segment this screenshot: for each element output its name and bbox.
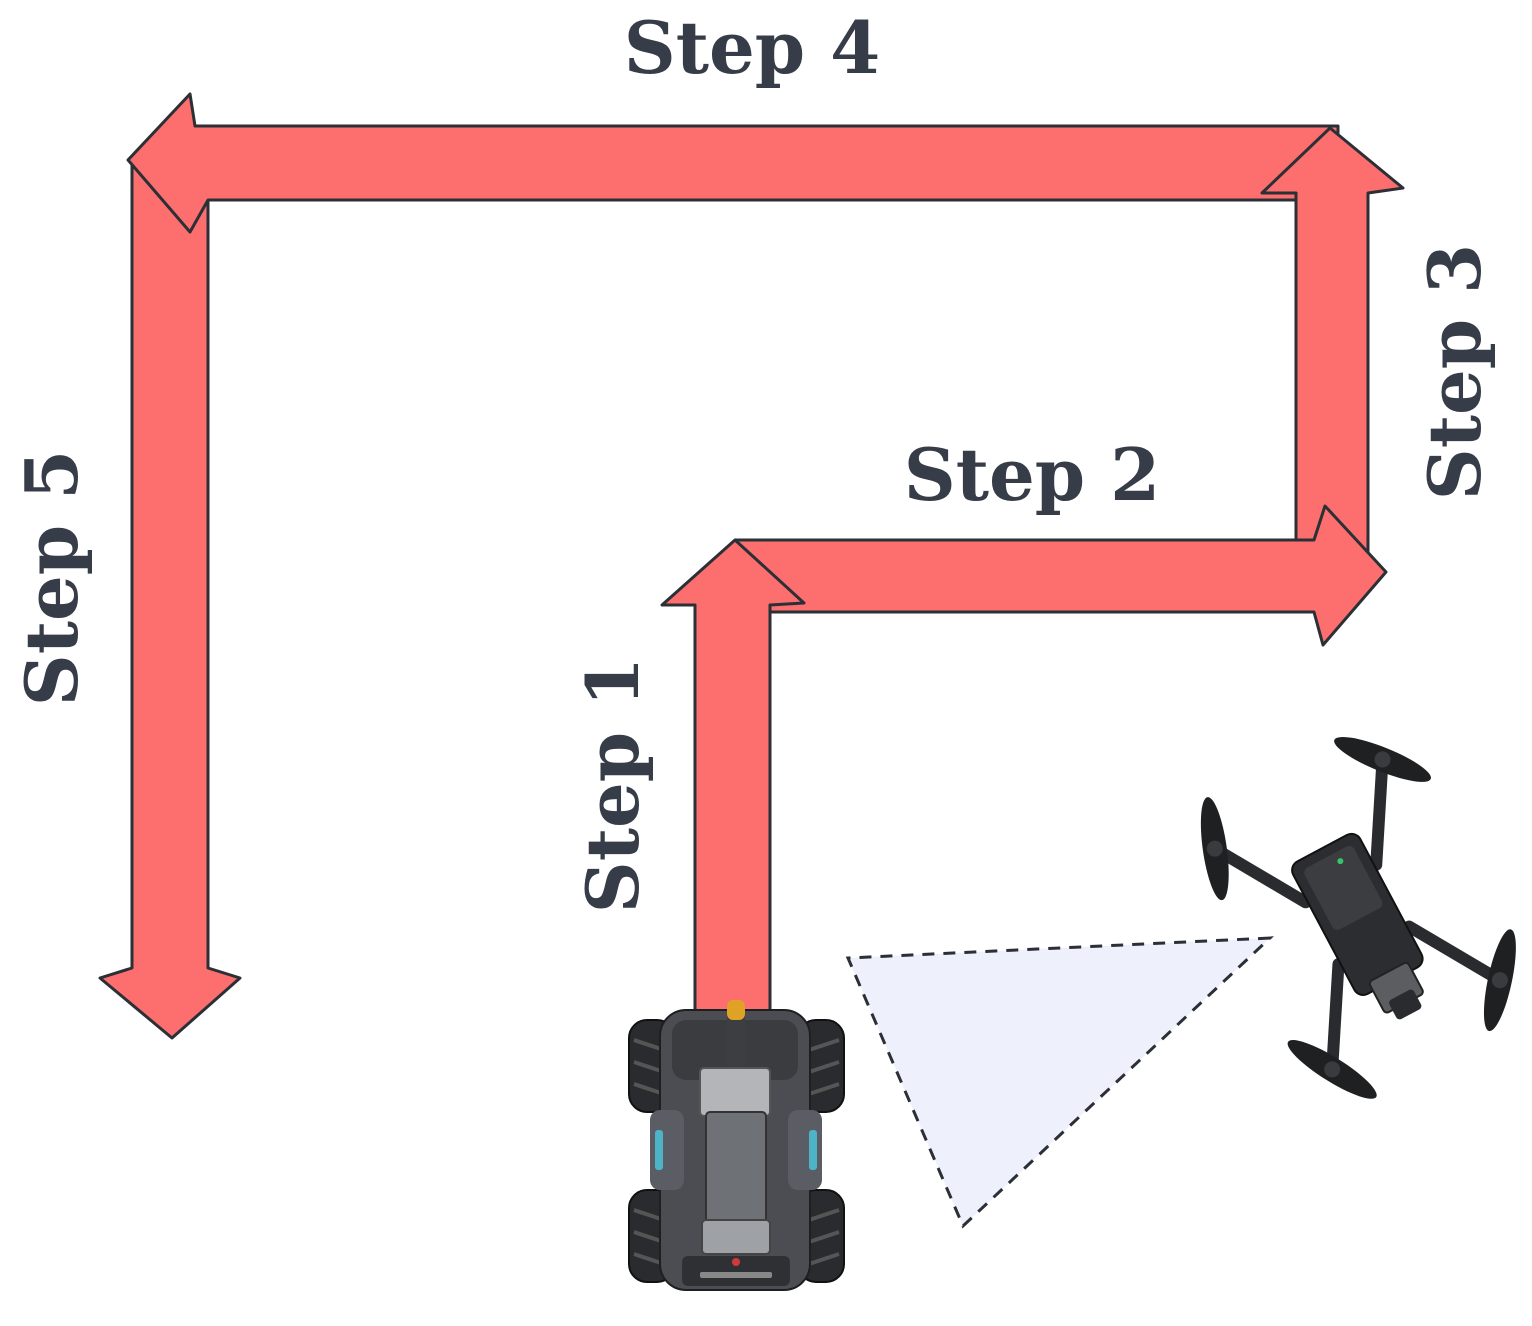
step5-label: Step 5 (9, 450, 94, 707)
drone-image (1200, 737, 1516, 1099)
step5-arrow (98, 163, 242, 1040)
step1-arrow (660, 538, 806, 1037)
step2-arrow (734, 504, 1388, 647)
step1-label: Step 1 (570, 657, 655, 914)
step2-label: Step 2 (904, 432, 1161, 517)
step3-label: Step 3 (1412, 244, 1497, 501)
step4-label: Step 4 (624, 5, 881, 90)
ground-robot-image (628, 1000, 845, 1291)
camera-field-of-view (845, 936, 1274, 1229)
step3-arrow (1260, 126, 1405, 558)
step4-arrow (126, 92, 1340, 234)
